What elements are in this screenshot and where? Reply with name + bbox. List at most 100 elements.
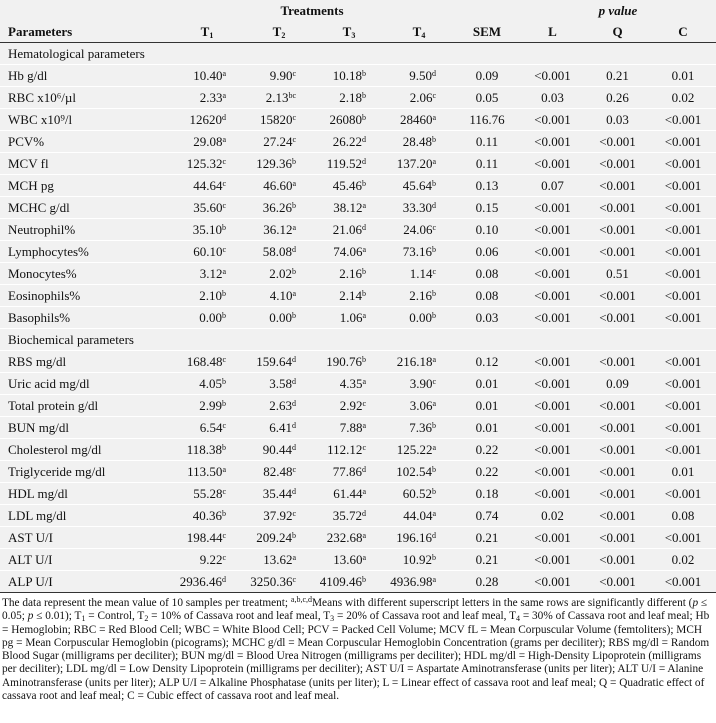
- superscript: b: [362, 178, 366, 188]
- p-value: <0.001: [585, 416, 650, 439]
- sem: 0.28: [454, 570, 520, 592]
- group-header-row: Treatments p value: [0, 0, 716, 21]
- treatment-value: 3.12a: [170, 262, 244, 285]
- parameter: PCV%: [0, 130, 170, 153]
- p-value: <0.001: [520, 526, 585, 549]
- p-value: <0.001: [520, 240, 585, 263]
- treatment-value: 36.12a: [244, 218, 314, 241]
- footnote-text: 3: [330, 614, 335, 624]
- value: 60.10: [193, 243, 223, 259]
- data-row: Monocytes% 3.12a 2.02b 2.16b 1.14c 0.08 <0.001…: [0, 262, 716, 285]
- superscript: b: [362, 112, 366, 122]
- value: 4.05: [199, 375, 222, 391]
- p-value: <0.001: [650, 350, 716, 373]
- sem: 0.01: [454, 416, 520, 439]
- p-value: 0.09: [585, 372, 650, 395]
- treatment-value: 2.16b: [384, 284, 454, 307]
- sem: 0.08: [454, 284, 520, 307]
- value: 118.38: [186, 441, 222, 457]
- treatment-value: 137.20a: [384, 152, 454, 175]
- superscript: d: [362, 134, 366, 144]
- treatment-value: 129.36b: [244, 152, 314, 175]
- value: 119.52: [326, 155, 362, 171]
- sem: 0.15: [454, 196, 520, 219]
- value: 35.44: [262, 485, 292, 501]
- treatment-value: 2.14b: [314, 284, 384, 307]
- column-header-text: L: [548, 23, 557, 39]
- treatment-value: 0.00b: [244, 306, 314, 329]
- treatment-value: 2.10b: [170, 284, 244, 307]
- blank: [454, 0, 520, 21]
- value: 77.86: [332, 463, 362, 479]
- value: 28460: [399, 111, 433, 127]
- p-value: <0.001: [650, 482, 716, 505]
- data-row: Eosinophils% 2.10b 4.10a 2.14b 2.16b 0.08 <0.0…: [0, 284, 716, 307]
- value: 44.64: [193, 177, 223, 193]
- data-row: ALT U/I 9.22c 13.62a 13.60a 10.92b 0.21 <0.001…: [0, 548, 716, 571]
- data-row: WBC x10⁹/l 12620d 15820c 26080b 28460a 116.76…: [0, 108, 716, 131]
- treatment-value: 113.50a: [170, 460, 244, 483]
- p-value: <0.001: [520, 394, 585, 417]
- treatment-value: 77.86d: [314, 460, 384, 483]
- results-table: Treatments p value Parameters T1 T2 T3 T4 SEM…: [0, 0, 716, 592]
- sem: 0.11: [454, 130, 520, 153]
- treatment-value: 35.10b: [170, 218, 244, 241]
- treatment-value: 21.06d: [314, 218, 384, 241]
- superscript: c: [222, 552, 226, 562]
- p-value: <0.001: [650, 130, 716, 153]
- p-value: <0.001: [520, 130, 585, 153]
- superscript: b: [222, 508, 226, 518]
- superscript: d: [292, 244, 296, 254]
- p-value: 0.51: [585, 262, 650, 285]
- value: 35.10: [192, 221, 222, 237]
- superscript: d: [292, 376, 296, 386]
- superscript: d: [222, 112, 226, 122]
- treatment-value: 3.90c: [384, 372, 454, 395]
- superscript: b: [362, 574, 366, 584]
- superscript: b: [432, 552, 436, 562]
- superscript: b: [292, 266, 296, 276]
- footnote-text: p: [27, 610, 34, 623]
- footnote-text: = Control, T: [85, 610, 145, 623]
- data-row: Total protein g/dl 2.99b 2.63d 2.92c 3.06a 0.…: [0, 394, 716, 417]
- treatment-value: 82.48c: [244, 460, 314, 483]
- superscript: b: [292, 156, 296, 166]
- treatment-value: 73.16b: [384, 240, 454, 263]
- value: 24.06: [403, 221, 433, 237]
- value: 45.46: [332, 177, 362, 193]
- treatment-value: 6.54c: [170, 416, 244, 439]
- parameter: ALP U/I: [0, 570, 170, 592]
- treatment-value: 4936.98a: [384, 570, 454, 592]
- treatment-value: 102.54b: [384, 460, 454, 483]
- sem: 116.76: [454, 108, 520, 131]
- treatment-value: 12620d: [170, 108, 244, 131]
- treatment-value: 35.60c: [170, 196, 244, 219]
- superscript: d: [432, 68, 436, 78]
- treatment-value: 15820c: [244, 108, 314, 131]
- treatment-value: 24.06c: [384, 218, 454, 241]
- value: 1.14: [409, 265, 433, 281]
- value: 0.00: [199, 309, 222, 325]
- treatment-value: 159.64d: [244, 350, 314, 373]
- value: 3.06: [409, 397, 433, 413]
- p-value: <0.001: [650, 240, 716, 263]
- value: 113.50: [187, 463, 223, 479]
- p-value: <0.001: [585, 438, 650, 461]
- superscript: c: [222, 354, 226, 364]
- value: 125.32: [186, 155, 223, 171]
- superscript: d: [362, 222, 366, 232]
- value: 13.60: [333, 551, 363, 567]
- parameter: BUN mg/dl: [0, 416, 170, 439]
- treatment-value: 4.35a: [314, 372, 384, 395]
- treatment-value: 10.40a: [170, 64, 244, 87]
- value: 60.52: [402, 485, 432, 501]
- treatment-value: 198.44c: [170, 526, 244, 549]
- p-value: <0.001: [585, 240, 650, 263]
- superscript: d: [222, 574, 226, 584]
- superscript: b: [222, 442, 226, 452]
- p-value: <0.001: [650, 196, 716, 219]
- p-value: <0.001: [520, 262, 585, 285]
- superscript: a: [432, 398, 436, 408]
- value: 26080: [329, 111, 363, 127]
- superscript: a: [432, 508, 436, 518]
